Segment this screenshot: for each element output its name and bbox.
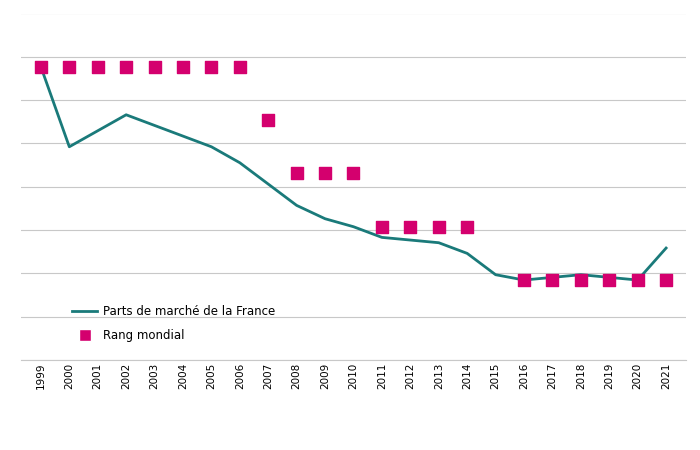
Point (377, 223, 388, 230)
Point (149, 63, 160, 70)
Point (348, 170, 359, 177)
Point (64, 63, 75, 70)
Point (120, 63, 132, 70)
Point (206, 63, 217, 70)
Point (234, 63, 246, 70)
Point (291, 170, 302, 177)
Point (575, 276, 587, 284)
Legend: Parts de marché de la France, Rang mondial: Parts de marché de la France, Rang mondi… (66, 300, 281, 347)
Point (547, 276, 558, 284)
Point (461, 223, 472, 230)
Point (177, 63, 188, 70)
Point (319, 170, 330, 177)
Point (519, 276, 530, 284)
Point (632, 276, 643, 284)
Point (35, 63, 46, 70)
Point (433, 223, 444, 230)
Point (661, 276, 672, 284)
Point (262, 117, 274, 124)
Point (405, 223, 416, 230)
Point (92, 63, 104, 70)
Point (603, 276, 615, 284)
